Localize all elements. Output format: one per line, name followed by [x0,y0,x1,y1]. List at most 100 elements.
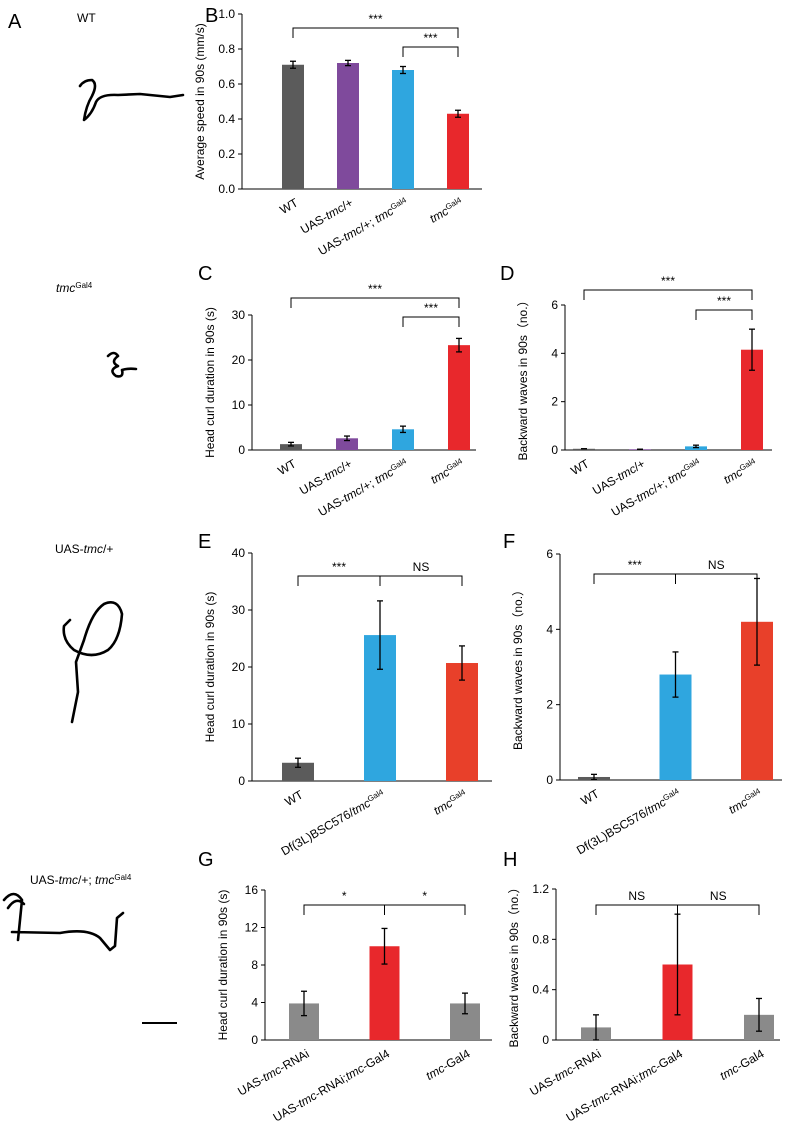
significance-label: * [422,889,427,903]
y-tick-label: 20 [232,660,246,674]
significance-bracket [402,316,460,327]
x-tick-label: UAS-tmc/+; tmcGal4 [316,456,411,519]
bar [392,429,414,450]
significance-bracket [675,573,758,584]
bar [282,762,314,781]
significance-label: NS [708,558,725,572]
significance-bracket [379,575,463,586]
x-tick-label: tmcGal4 [431,787,470,818]
significance-label: *** [424,301,438,315]
y-tick-label: 0.4 [218,112,235,126]
x-tick-label: WT [282,787,306,809]
y-tick-label: 8 [251,958,258,972]
bar [392,70,414,189]
trajectory [106,351,138,378]
y-axis-label: Head curl duration in 90s (s) [203,592,217,743]
x-tick-label: tmc-Gal4 [423,1046,472,1083]
trajectory [62,601,124,724]
bar [337,63,359,189]
bar [280,444,302,450]
y-tick-label: 0 [238,774,245,788]
bar [447,113,469,189]
y-tick-label: 12 [245,921,259,935]
y-tick-label: 30 [232,308,246,322]
y-tick-label: 1.2 [532,882,549,896]
x-tick-label: WT [568,456,592,478]
x-tick-label: UAS-tmc-RNAi [235,1046,311,1098]
genotype-label: tmcGal4 [56,281,93,296]
error-bar [381,927,388,965]
trajectory [78,78,185,122]
error-bar [593,1014,599,1041]
error-bar [756,997,762,1032]
y-tick-label: 4 [251,996,258,1010]
x-tick-label: UAS-tmc/+; tmcGal4 [316,195,411,258]
panel-letter: G [198,849,214,871]
x-tick-label: WT [275,456,299,478]
error-bar [345,59,351,67]
panel-letter: H [503,849,517,871]
error-bar [290,60,296,69]
error-bar [749,328,755,371]
x-tick-label: UAS-tmc/+; tmcGal4 [609,456,704,519]
significance-label: *** [368,282,382,296]
significance-label: *** [628,558,642,572]
panel-letter: F [503,531,515,553]
x-tick-label: UAS-tmc-RNAi [527,1046,603,1098]
significance-bracket [290,297,460,308]
panel-letter: D [500,263,514,285]
panel-letter: C [198,263,212,285]
error-bar [344,435,350,442]
x-tick-label: tmc-Gal4 [717,1046,766,1083]
x-tick-label: WT [578,786,602,808]
y-tick-label: 0 [551,443,558,457]
y-tick-label: 0.8 [532,932,549,946]
significance-label: * [342,889,347,903]
y-axis-label: Backward waves in 90s（no.） [516,294,530,460]
x-tick-label: tmcGal4 [726,786,765,817]
error-bar [591,773,597,781]
bar [282,64,304,189]
trajectory [2,892,125,952]
significance-bracket [595,904,678,915]
significance-label: *** [423,31,437,45]
y-axis-label: Backward waves in 90s（no.） [507,881,521,1047]
error-bar [693,444,699,449]
y-tick-label: 0.2 [218,147,235,161]
significance-label: *** [717,294,731,308]
panel-letter: A [8,11,22,33]
y-tick-label: 10 [232,717,246,731]
significance-bracket [583,289,753,300]
x-tick-label: WT [277,195,301,217]
significance-bracket [292,27,459,38]
significance-label: *** [661,274,675,288]
y-tick-label: 0.6 [218,77,235,91]
y-tick-label: 0.8 [218,42,235,56]
significance-label: NS [710,889,727,903]
y-tick-label: 40 [232,546,246,560]
y-tick-label: 0.4 [532,983,549,997]
significance-bracket [297,575,381,586]
y-axis-label: Backward waves in 90s（no.） [511,584,525,750]
error-bar [455,109,461,118]
y-tick-label: 1.0 [218,7,235,21]
significance-label: *** [368,12,382,26]
significance-label: *** [332,560,346,574]
error-bar [400,65,406,75]
significance-bracket [384,904,466,915]
significance-label: NS [628,889,645,903]
y-axis-label: Head curl duration in 90s (s) [203,307,217,458]
error-bar [295,757,301,768]
significance-bracket [677,904,760,915]
genotype-label: UAS-tmc/+; tmcGal4 [30,873,132,888]
panel-letter: E [198,531,211,553]
bar [336,438,358,450]
y-tick-label: 16 [245,883,259,897]
significance-bracket [695,309,753,320]
error-bar [301,990,307,1017]
y-tick-label: 0 [238,443,245,457]
error-bar [462,992,468,1015]
y-tick-label: 0 [546,773,553,787]
x-tick-label: tmcGal4 [428,456,467,487]
